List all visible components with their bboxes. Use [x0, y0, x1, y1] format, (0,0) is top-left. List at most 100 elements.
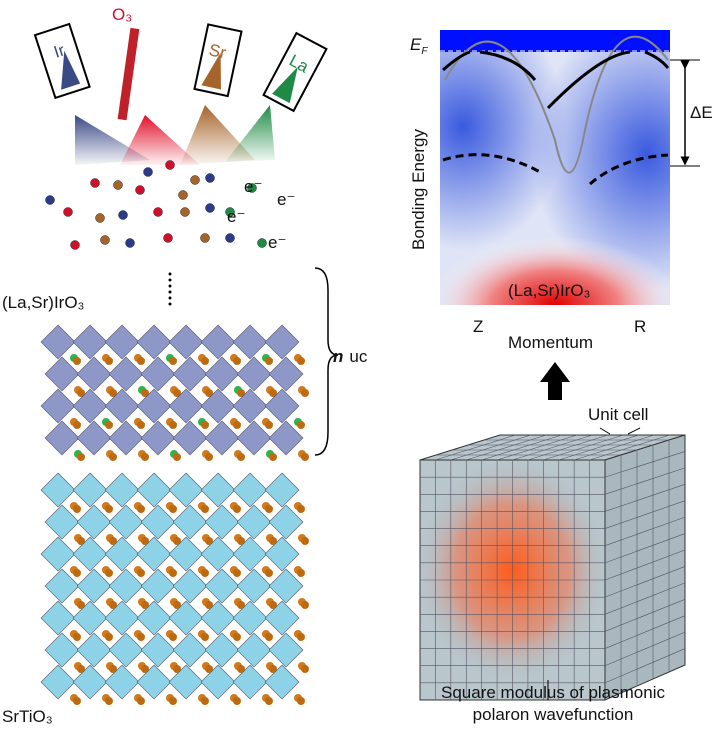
- unit-cell-label: Unit cell: [588, 405, 648, 424]
- sphere: [237, 537, 245, 545]
- sphere: [297, 505, 305, 513]
- grid: [604, 467, 686, 495]
- source-label: Sr: [207, 40, 228, 62]
- sphere: [173, 389, 181, 397]
- octahedron: [268, 504, 304, 540]
- octahedron: [168, 536, 204, 572]
- atom: [257, 238, 267, 248]
- sphere: [201, 505, 209, 513]
- octahedron: [232, 324, 268, 360]
- atom: [180, 207, 190, 217]
- grid: [435, 434, 516, 461]
- sphere: [205, 389, 213, 397]
- atom: [63, 207, 73, 217]
- octahedron: [72, 472, 108, 508]
- octahedron: [44, 420, 80, 456]
- sphere: [73, 697, 81, 705]
- sphere: [269, 665, 277, 673]
- octahedron: [200, 388, 236, 424]
- octahedron: [104, 324, 140, 360]
- grid: [604, 631, 686, 666]
- sphere: [137, 697, 145, 705]
- octahedron: [44, 568, 80, 604]
- film-label: (La,Sr)IrO₃: [2, 293, 85, 312]
- sphere: [201, 357, 209, 365]
- sphere: [109, 665, 117, 673]
- sphere: [137, 505, 145, 513]
- atom: [143, 167, 153, 177]
- sphere: [109, 601, 117, 609]
- octahedron: [172, 568, 208, 604]
- grid: [604, 615, 686, 649]
- grid: [604, 582, 686, 615]
- ellipsis: [168, 272, 172, 306]
- octahedron: [40, 324, 76, 360]
- sphere: [301, 537, 309, 545]
- grid: [604, 549, 686, 581]
- y-label: Bonding Energy: [409, 129, 428, 250]
- atom: [205, 203, 215, 213]
- octahedron: [140, 504, 176, 540]
- sphere: [205, 601, 213, 609]
- octahedron: [40, 472, 76, 508]
- sphere: [105, 505, 113, 513]
- octahedron: [268, 632, 304, 668]
- octahedron: [108, 420, 144, 456]
- atom: [70, 240, 80, 250]
- caption: Square modulus of plasmonic: [441, 683, 665, 702]
- octahedron: [76, 420, 112, 456]
- octahedron: [136, 388, 172, 424]
- grid: [466, 434, 547, 461]
- sphere: [201, 697, 209, 705]
- octahedron: [168, 388, 204, 424]
- grid: [604, 599, 686, 632]
- sphere: [137, 569, 145, 577]
- sphere: [105, 357, 113, 365]
- sphere: [297, 357, 305, 365]
- electron-label: e⁻: [244, 177, 262, 196]
- sphere: [105, 569, 113, 577]
- big-arrow: [540, 362, 570, 400]
- sphere: [297, 421, 305, 429]
- gap-label: ΔE: [690, 103, 713, 122]
- octahedron: [204, 504, 240, 540]
- octahedron: [168, 600, 204, 636]
- substrate-label: SrTiO₃: [2, 707, 53, 726]
- octahedron: [236, 568, 272, 604]
- sphere: [201, 569, 209, 577]
- electron-label: e⁻: [277, 190, 295, 209]
- sphere: [73, 357, 81, 365]
- atom: [153, 207, 163, 217]
- octahedron: [232, 536, 268, 572]
- octahedron: [108, 568, 144, 604]
- octahedron: [168, 324, 204, 360]
- atom: [100, 235, 110, 245]
- sphere: [141, 537, 149, 545]
- x-label: Momentum: [508, 333, 593, 352]
- octahedron: [72, 388, 108, 424]
- octahedron: [172, 420, 208, 456]
- octahedron: [200, 324, 236, 360]
- sphere: [297, 697, 305, 705]
- octahedron: [104, 472, 140, 508]
- sphere: [173, 453, 181, 461]
- octahedron: [232, 472, 268, 508]
- sphere: [169, 569, 177, 577]
- electron-label: e⁻: [268, 233, 286, 252]
- octahedron: [264, 472, 300, 508]
- octahedron: [268, 568, 304, 604]
- octahedron: [264, 536, 300, 572]
- sphere: [201, 633, 209, 641]
- sphere: [77, 537, 85, 545]
- sphere: [169, 505, 177, 513]
- octahedron: [140, 420, 176, 456]
- arpes-panel: [440, 30, 700, 305]
- sphere: [77, 665, 85, 673]
- sphere: [265, 569, 273, 577]
- octahedron: [72, 324, 108, 360]
- sphere: [109, 453, 117, 461]
- octahedron: [40, 664, 76, 700]
- grid: [604, 566, 686, 598]
- octahedron: [264, 324, 300, 360]
- unit-mark: [599, 427, 611, 435]
